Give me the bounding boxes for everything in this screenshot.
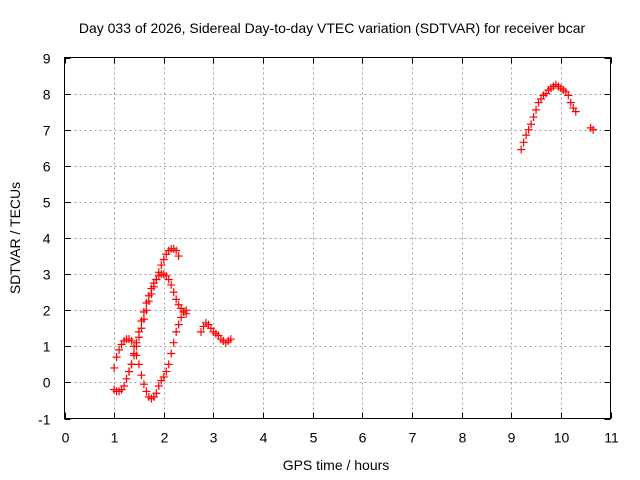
series-arc-f bbox=[586, 123, 598, 134]
data-point bbox=[147, 289, 156, 298]
data-point bbox=[169, 338, 178, 347]
axis-ticks bbox=[64, 57, 612, 420]
data-point bbox=[157, 261, 166, 270]
data-point bbox=[172, 295, 181, 304]
data-point bbox=[154, 382, 163, 391]
data-point bbox=[517, 145, 526, 154]
y-tick-label: 6 bbox=[43, 159, 51, 175]
y-tick-label: 3 bbox=[43, 267, 51, 283]
chart-title: Day 033 of 2026, Sidereal Day-to-day VTE… bbox=[79, 20, 586, 36]
y-axis-label: SDTVAR / TECUs bbox=[7, 182, 23, 294]
data-point bbox=[154, 268, 163, 277]
x-tick-label: 2 bbox=[161, 430, 169, 446]
data-point bbox=[164, 275, 173, 284]
data-point bbox=[127, 336, 136, 345]
data-point bbox=[164, 360, 173, 369]
data-point bbox=[159, 255, 168, 264]
data-point bbox=[110, 363, 119, 372]
data-point bbox=[589, 125, 598, 134]
data-point bbox=[226, 335, 235, 344]
x-tick-label: 4 bbox=[260, 430, 268, 446]
data-point bbox=[162, 367, 171, 376]
data-point bbox=[566, 98, 575, 107]
data-point bbox=[532, 105, 541, 114]
x-tick-label: 6 bbox=[359, 430, 367, 446]
y-tick-label: 4 bbox=[43, 231, 51, 247]
series-arc-c bbox=[125, 244, 183, 376]
data-point bbox=[529, 113, 538, 122]
data-point bbox=[142, 387, 151, 396]
data-point bbox=[527, 120, 536, 129]
data-point bbox=[144, 297, 153, 306]
data-point bbox=[120, 382, 129, 391]
data-point bbox=[571, 107, 580, 116]
data-point bbox=[139, 380, 148, 389]
x-tick-label: 11 bbox=[604, 430, 619, 446]
x-tick-label: 1 bbox=[111, 430, 119, 446]
x-tick-label: 10 bbox=[554, 430, 570, 446]
data-point bbox=[132, 342, 141, 351]
x-tick-label: 7 bbox=[409, 430, 417, 446]
data-point bbox=[152, 389, 161, 398]
data-point bbox=[182, 309, 191, 318]
data-point bbox=[134, 360, 143, 369]
data-point bbox=[177, 313, 186, 322]
data-point bbox=[172, 246, 181, 255]
data-point bbox=[115, 345, 124, 354]
x-tick-label: 0 bbox=[62, 430, 70, 446]
x-axis-label: GPS time / hours bbox=[283, 457, 390, 473]
y-tick-label: 1 bbox=[43, 339, 51, 355]
data-point bbox=[524, 125, 533, 134]
data-points bbox=[110, 80, 598, 403]
y-tick-label: 2 bbox=[43, 303, 51, 319]
data-point bbox=[129, 351, 138, 360]
x-axis-tick-labels: 0 1 2 3 4 5 6 7 8 9 10 11 bbox=[62, 430, 619, 446]
data-point bbox=[122, 374, 131, 383]
data-point bbox=[127, 360, 136, 369]
y-tick-label: 8 bbox=[43, 87, 51, 103]
x-tick-label: 9 bbox=[508, 430, 516, 446]
y-axis-tick-labels: -1 0 1 2 3 4 5 6 7 8 9 bbox=[38, 51, 51, 428]
data-point bbox=[159, 372, 168, 381]
data-point bbox=[167, 349, 176, 358]
data-point bbox=[519, 138, 528, 147]
y-tick-label: 7 bbox=[43, 123, 51, 139]
data-point bbox=[142, 306, 151, 315]
grid-lines bbox=[64, 57, 611, 419]
data-point bbox=[522, 131, 531, 140]
data-point bbox=[172, 327, 181, 336]
series-arc-e bbox=[517, 80, 580, 154]
data-point bbox=[112, 353, 121, 362]
data-point bbox=[564, 91, 573, 100]
data-point bbox=[139, 315, 148, 324]
data-point bbox=[197, 327, 205, 336]
x-tick-label: 8 bbox=[459, 430, 467, 446]
y-tick-label: 9 bbox=[43, 51, 51, 67]
y-tick-label: -1 bbox=[38, 412, 51, 428]
data-point bbox=[167, 280, 176, 289]
data-point bbox=[152, 275, 161, 284]
data-point bbox=[169, 288, 178, 297]
series-arc-d bbox=[197, 318, 235, 347]
series-arc-b bbox=[110, 270, 191, 396]
data-point bbox=[134, 333, 143, 342]
y-tick-label: 0 bbox=[43, 375, 51, 391]
data-point bbox=[149, 282, 158, 291]
data-point bbox=[125, 367, 134, 376]
y-tick-label: 5 bbox=[43, 195, 51, 211]
x-tick-label: 5 bbox=[310, 430, 318, 446]
data-point bbox=[174, 252, 183, 261]
x-tick-label: 3 bbox=[210, 430, 218, 446]
data-point bbox=[137, 324, 146, 333]
data-point bbox=[174, 320, 183, 329]
data-point bbox=[137, 371, 146, 380]
